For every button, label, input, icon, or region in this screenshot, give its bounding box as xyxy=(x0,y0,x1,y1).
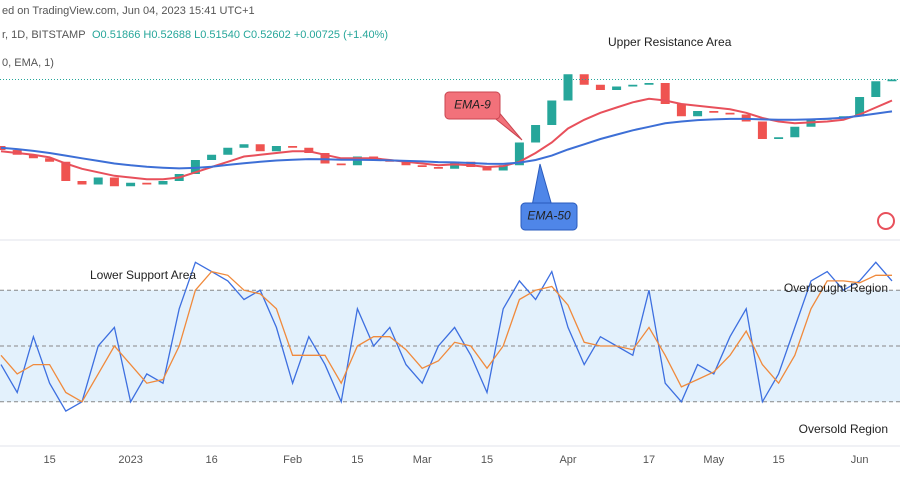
candle-body xyxy=(547,100,557,125)
candle-body xyxy=(61,161,71,181)
x-tick-label: 15 xyxy=(481,454,493,466)
candle-body xyxy=(660,83,670,104)
oscillator-line xyxy=(0,270,892,403)
candle-body xyxy=(320,153,330,164)
candle-body xyxy=(579,74,589,85)
callout-label: EMA-50 xyxy=(527,209,571,223)
annotation: Overbought Region xyxy=(784,281,888,295)
candle-body xyxy=(644,83,654,85)
candle-body xyxy=(288,146,298,148)
candle-body xyxy=(223,147,233,155)
x-tick-label: Jun xyxy=(851,454,869,466)
candle-body xyxy=(676,104,686,117)
candle-body xyxy=(563,74,573,101)
logo xyxy=(877,212,895,230)
watermark: ed on TradingView.com, Jun 04, 2023 15:4… xyxy=(2,5,255,17)
ema-line xyxy=(0,97,893,181)
candle-body xyxy=(514,142,524,166)
candle-body xyxy=(77,181,87,185)
candle-body xyxy=(271,146,281,152)
x-tick-label: 15 xyxy=(772,454,784,466)
candle-body xyxy=(887,79,897,82)
callout-box xyxy=(520,202,578,231)
candle-body xyxy=(693,111,703,117)
candle-body xyxy=(93,177,103,185)
candle-body xyxy=(45,158,55,162)
ohlc: O0.51866 H0.52688 L0.51540 C0.52602 +0.0… xyxy=(92,29,388,41)
annotation: Lower Support Area xyxy=(90,268,196,282)
candle-body xyxy=(336,163,346,166)
oscillator-line xyxy=(0,261,893,412)
x-tick-label: 2023 xyxy=(118,454,142,466)
callout-label: EMA-9 xyxy=(454,98,491,112)
ema-line xyxy=(0,110,893,170)
candle-body xyxy=(109,177,119,187)
x-tick-label: May xyxy=(703,454,724,466)
candle-body xyxy=(482,167,492,171)
candle-body xyxy=(790,126,800,138)
candle-body xyxy=(498,165,508,171)
x-tick-label: 16 xyxy=(205,454,217,466)
candle-body xyxy=(628,84,638,87)
candle-body xyxy=(757,121,767,139)
candle-body xyxy=(871,81,881,97)
callout-pointer xyxy=(531,163,553,207)
candle-body xyxy=(352,156,362,166)
indicator: 0, EMA, 1) xyxy=(2,57,54,69)
candle-body xyxy=(709,111,719,113)
candle-body xyxy=(855,97,865,117)
candle-body xyxy=(612,86,622,90)
candle-body xyxy=(725,112,735,115)
symbol: r, 1D, BITSTAMP xyxy=(2,29,86,41)
x-tick-label: Apr xyxy=(559,454,576,466)
x-tick-label: Mar xyxy=(413,454,432,466)
candle-body xyxy=(239,144,249,148)
callout-box xyxy=(444,91,501,120)
candle-body xyxy=(401,161,411,166)
candle-body xyxy=(207,154,217,160)
candle-body xyxy=(255,144,265,152)
candle-body xyxy=(531,125,541,143)
candle-body xyxy=(774,137,784,139)
candle-body xyxy=(28,154,38,159)
x-tick-label: 15 xyxy=(43,454,55,466)
x-tick-label: Feb xyxy=(283,454,302,466)
x-tick-label: 17 xyxy=(643,454,655,466)
candle-body xyxy=(417,165,427,167)
candle-body xyxy=(126,182,136,187)
annotation: Oversold Region xyxy=(799,422,888,436)
candle-body xyxy=(595,84,605,90)
candle-body xyxy=(158,181,168,185)
x-tick-label: 15 xyxy=(351,454,363,466)
candle-body xyxy=(433,167,443,169)
candle-body xyxy=(142,182,152,185)
annotation: Upper Resistance Area xyxy=(608,35,732,49)
